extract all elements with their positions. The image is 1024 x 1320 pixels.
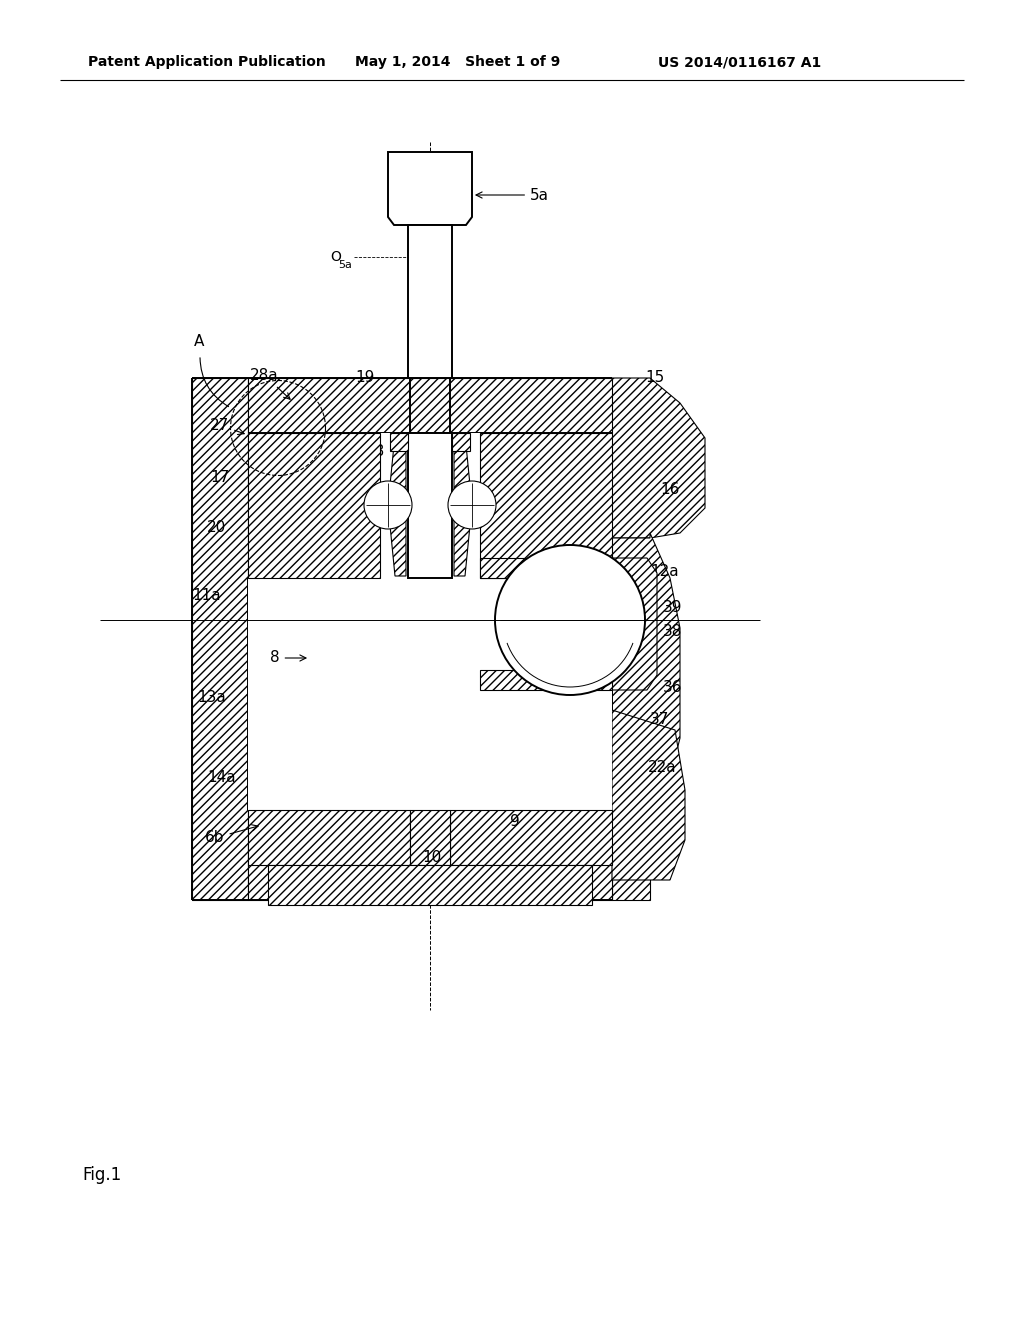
Text: Patent Application Publication: Patent Application Publication xyxy=(88,55,326,69)
Polygon shape xyxy=(248,810,410,865)
Polygon shape xyxy=(248,433,612,845)
Text: 28a: 28a xyxy=(250,367,290,399)
Circle shape xyxy=(495,545,645,696)
Polygon shape xyxy=(408,224,452,378)
Text: 16: 16 xyxy=(660,483,679,498)
Polygon shape xyxy=(388,436,406,576)
Text: O: O xyxy=(330,249,341,264)
Text: 10: 10 xyxy=(422,850,441,866)
Text: 18: 18 xyxy=(365,445,384,459)
Text: 9: 9 xyxy=(510,814,520,829)
Polygon shape xyxy=(612,533,680,799)
Text: 5a: 5a xyxy=(476,187,549,202)
Text: 22a: 22a xyxy=(648,760,677,776)
Circle shape xyxy=(364,480,412,529)
Text: May 1, 2014   Sheet 1 of 9: May 1, 2014 Sheet 1 of 9 xyxy=(355,55,560,69)
Text: 12a: 12a xyxy=(650,565,679,579)
Polygon shape xyxy=(248,845,612,900)
Polygon shape xyxy=(454,436,472,576)
Text: 8: 8 xyxy=(270,651,306,665)
Text: 11a: 11a xyxy=(193,587,220,602)
Polygon shape xyxy=(480,558,612,578)
Text: 27: 27 xyxy=(210,417,244,434)
Text: 38: 38 xyxy=(663,624,682,639)
Polygon shape xyxy=(193,378,248,900)
Polygon shape xyxy=(410,810,450,865)
Polygon shape xyxy=(480,671,612,690)
Text: 13a: 13a xyxy=(197,690,225,705)
Polygon shape xyxy=(248,433,380,578)
Text: US 2014/0116167 A1: US 2014/0116167 A1 xyxy=(658,55,821,69)
Polygon shape xyxy=(268,865,592,906)
Text: 37: 37 xyxy=(650,713,670,727)
Polygon shape xyxy=(612,710,685,880)
Polygon shape xyxy=(248,378,612,433)
Text: 14a: 14a xyxy=(207,771,236,785)
Circle shape xyxy=(449,480,496,529)
Polygon shape xyxy=(612,799,650,900)
Polygon shape xyxy=(612,378,705,539)
Text: 17: 17 xyxy=(210,470,229,486)
Text: 40: 40 xyxy=(638,655,657,669)
Text: 6b: 6b xyxy=(205,825,258,846)
Text: A: A xyxy=(194,334,205,350)
Text: 15: 15 xyxy=(645,371,665,385)
Text: 20: 20 xyxy=(207,520,226,536)
Text: 39: 39 xyxy=(663,599,683,615)
Polygon shape xyxy=(388,152,472,224)
Text: 19: 19 xyxy=(355,371,375,385)
Polygon shape xyxy=(408,433,452,578)
Polygon shape xyxy=(612,558,657,690)
Polygon shape xyxy=(390,433,408,451)
Polygon shape xyxy=(450,810,612,865)
Polygon shape xyxy=(452,433,470,451)
Polygon shape xyxy=(480,433,612,578)
Text: 5a: 5a xyxy=(338,260,352,271)
Text: 36: 36 xyxy=(663,681,683,696)
Text: Fig.1: Fig.1 xyxy=(82,1166,121,1184)
